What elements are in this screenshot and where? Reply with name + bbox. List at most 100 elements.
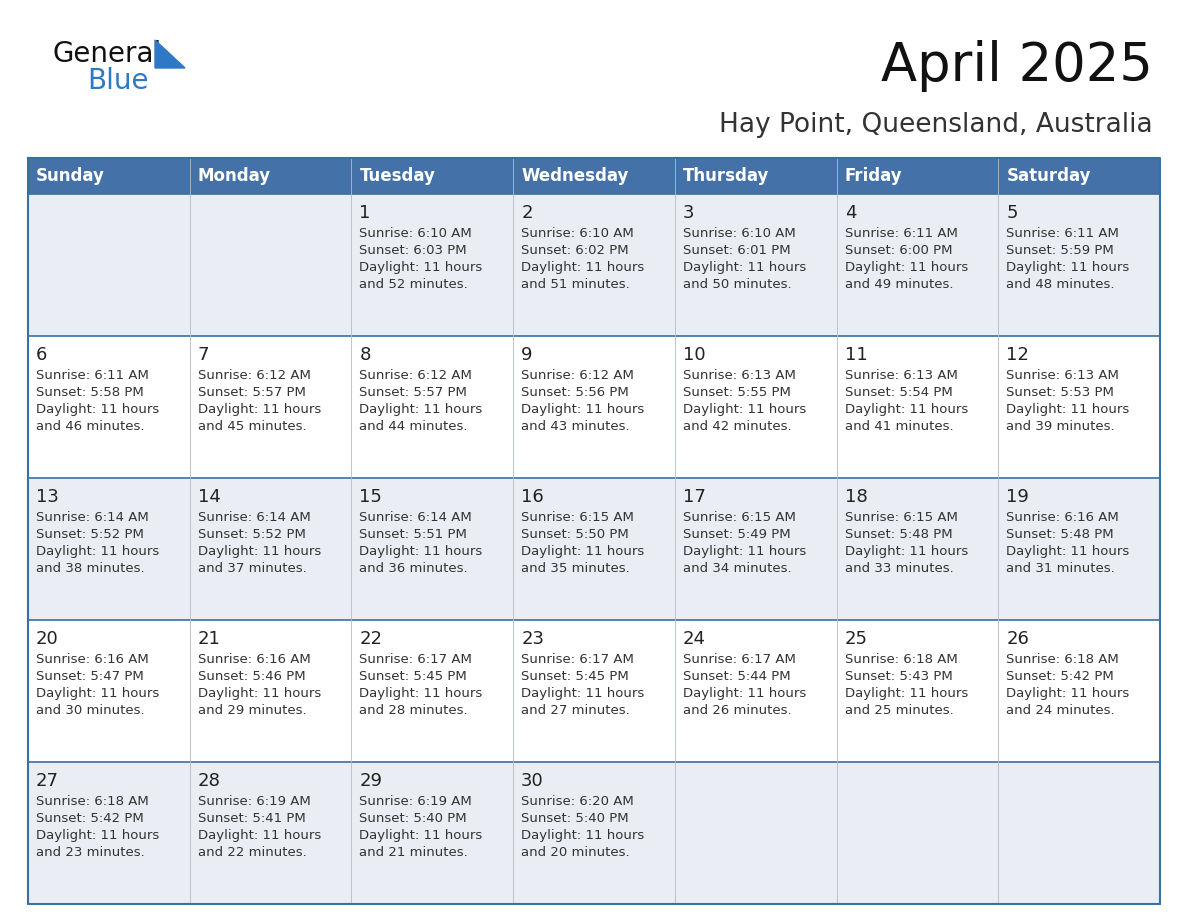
Text: Sunrise: 6:12 AM: Sunrise: 6:12 AM: [197, 369, 310, 382]
Text: 8: 8: [360, 346, 371, 364]
Text: Daylight: 11 hours: Daylight: 11 hours: [845, 403, 968, 416]
Text: Sunday: Sunday: [36, 167, 105, 185]
Text: Sunset: 5:48 PM: Sunset: 5:48 PM: [1006, 528, 1114, 541]
Text: Sunrise: 6:11 AM: Sunrise: 6:11 AM: [845, 227, 958, 240]
Text: Sunset: 5:48 PM: Sunset: 5:48 PM: [845, 528, 953, 541]
Text: and 38 minutes.: and 38 minutes.: [36, 562, 145, 575]
Text: Sunset: 5:42 PM: Sunset: 5:42 PM: [36, 812, 144, 825]
Text: 17: 17: [683, 488, 706, 506]
Text: Sunset: 5:46 PM: Sunset: 5:46 PM: [197, 670, 305, 683]
Bar: [352, 762, 513, 904]
Text: Sunset: 5:47 PM: Sunset: 5:47 PM: [36, 670, 144, 683]
Text: Sunset: 5:52 PM: Sunset: 5:52 PM: [36, 528, 144, 541]
Text: Sunrise: 6:10 AM: Sunrise: 6:10 AM: [683, 227, 796, 240]
Bar: [836, 336, 998, 478]
Text: 23: 23: [522, 630, 544, 648]
Text: 3: 3: [683, 204, 694, 222]
Text: Daylight: 11 hours: Daylight: 11 hours: [36, 829, 159, 842]
Text: Daylight: 11 hours: Daylight: 11 hours: [845, 545, 968, 558]
Text: Sunrise: 6:13 AM: Sunrise: 6:13 AM: [683, 369, 796, 382]
Bar: [29, 194, 190, 336]
Text: 15: 15: [360, 488, 383, 506]
Bar: [675, 194, 836, 336]
Text: Sunset: 5:41 PM: Sunset: 5:41 PM: [197, 812, 305, 825]
Text: Sunrise: 6:13 AM: Sunrise: 6:13 AM: [845, 369, 958, 382]
Text: and 34 minutes.: and 34 minutes.: [683, 562, 791, 575]
Text: Sunrise: 6:18 AM: Sunrise: 6:18 AM: [1006, 653, 1119, 666]
Text: Sunrise: 6:14 AM: Sunrise: 6:14 AM: [36, 511, 148, 524]
Text: Sunrise: 6:16 AM: Sunrise: 6:16 AM: [1006, 511, 1119, 524]
Text: Daylight: 11 hours: Daylight: 11 hours: [1006, 687, 1130, 700]
Text: 1: 1: [360, 204, 371, 222]
Text: Monday: Monday: [197, 167, 271, 185]
Text: Thursday: Thursday: [683, 167, 770, 185]
Text: and 50 minutes.: and 50 minutes.: [683, 278, 791, 291]
Text: Saturday: Saturday: [1006, 167, 1091, 185]
Text: Sunrise: 6:18 AM: Sunrise: 6:18 AM: [845, 653, 958, 666]
Text: Sunset: 5:45 PM: Sunset: 5:45 PM: [522, 670, 628, 683]
Bar: [513, 336, 675, 478]
Text: Sunset: 5:59 PM: Sunset: 5:59 PM: [1006, 244, 1114, 257]
Text: Sunrise: 6:12 AM: Sunrise: 6:12 AM: [522, 369, 634, 382]
Text: Sunrise: 6:10 AM: Sunrise: 6:10 AM: [360, 227, 472, 240]
Text: Sunrise: 6:16 AM: Sunrise: 6:16 AM: [197, 653, 310, 666]
Text: 7: 7: [197, 346, 209, 364]
Text: and 28 minutes.: and 28 minutes.: [360, 704, 468, 717]
Bar: [190, 194, 352, 336]
Text: and 42 minutes.: and 42 minutes.: [683, 420, 791, 433]
Bar: [352, 336, 513, 478]
Text: Daylight: 11 hours: Daylight: 11 hours: [845, 261, 968, 274]
Text: and 30 minutes.: and 30 minutes.: [36, 704, 145, 717]
Text: Daylight: 11 hours: Daylight: 11 hours: [197, 687, 321, 700]
Text: Sunrise: 6:19 AM: Sunrise: 6:19 AM: [360, 795, 472, 808]
Text: 2: 2: [522, 204, 532, 222]
Text: 19: 19: [1006, 488, 1029, 506]
Text: Daylight: 11 hours: Daylight: 11 hours: [197, 403, 321, 416]
Text: Sunrise: 6:16 AM: Sunrise: 6:16 AM: [36, 653, 148, 666]
Text: Sunset: 5:52 PM: Sunset: 5:52 PM: [197, 528, 305, 541]
Bar: [190, 336, 352, 478]
Text: Daylight: 11 hours: Daylight: 11 hours: [845, 687, 968, 700]
Bar: [998, 336, 1159, 478]
Text: and 20 minutes.: and 20 minutes.: [522, 846, 630, 859]
Bar: [675, 762, 836, 904]
Text: Sunset: 5:45 PM: Sunset: 5:45 PM: [360, 670, 467, 683]
Text: 21: 21: [197, 630, 221, 648]
Text: Sunrise: 6:13 AM: Sunrise: 6:13 AM: [1006, 369, 1119, 382]
Text: 9: 9: [522, 346, 532, 364]
Text: Sunset: 5:53 PM: Sunset: 5:53 PM: [1006, 386, 1114, 399]
Text: Sunset: 5:58 PM: Sunset: 5:58 PM: [36, 386, 144, 399]
Text: Hay Point, Queensland, Australia: Hay Point, Queensland, Australia: [720, 112, 1154, 138]
Text: 20: 20: [36, 630, 58, 648]
Text: Daylight: 11 hours: Daylight: 11 hours: [36, 403, 159, 416]
Text: and 44 minutes.: and 44 minutes.: [360, 420, 468, 433]
Bar: [836, 194, 998, 336]
Text: Sunrise: 6:17 AM: Sunrise: 6:17 AM: [522, 653, 634, 666]
Text: 4: 4: [845, 204, 857, 222]
Text: 13: 13: [36, 488, 59, 506]
Text: and 49 minutes.: and 49 minutes.: [845, 278, 953, 291]
Text: Daylight: 11 hours: Daylight: 11 hours: [522, 545, 644, 558]
Text: Sunset: 6:00 PM: Sunset: 6:00 PM: [845, 244, 952, 257]
Text: 27: 27: [36, 772, 59, 790]
Text: Daylight: 11 hours: Daylight: 11 hours: [1006, 545, 1130, 558]
Text: Daylight: 11 hours: Daylight: 11 hours: [522, 403, 644, 416]
Text: Daylight: 11 hours: Daylight: 11 hours: [360, 403, 482, 416]
Text: Blue: Blue: [87, 67, 148, 95]
Text: Sunrise: 6:20 AM: Sunrise: 6:20 AM: [522, 795, 634, 808]
Text: and 31 minutes.: and 31 minutes.: [1006, 562, 1116, 575]
Text: and 43 minutes.: and 43 minutes.: [522, 420, 630, 433]
Text: Sunset: 5:50 PM: Sunset: 5:50 PM: [522, 528, 628, 541]
Text: Daylight: 11 hours: Daylight: 11 hours: [1006, 261, 1130, 274]
Text: Sunrise: 6:14 AM: Sunrise: 6:14 AM: [197, 511, 310, 524]
Bar: [29, 620, 190, 762]
Bar: [836, 762, 998, 904]
Text: 30: 30: [522, 772, 544, 790]
Text: and 22 minutes.: and 22 minutes.: [197, 846, 307, 859]
Text: Sunrise: 6:11 AM: Sunrise: 6:11 AM: [36, 369, 148, 382]
Bar: [998, 620, 1159, 762]
Text: 26: 26: [1006, 630, 1029, 648]
Text: Sunrise: 6:10 AM: Sunrise: 6:10 AM: [522, 227, 634, 240]
Bar: [836, 478, 998, 620]
Text: Sunset: 6:03 PM: Sunset: 6:03 PM: [360, 244, 467, 257]
